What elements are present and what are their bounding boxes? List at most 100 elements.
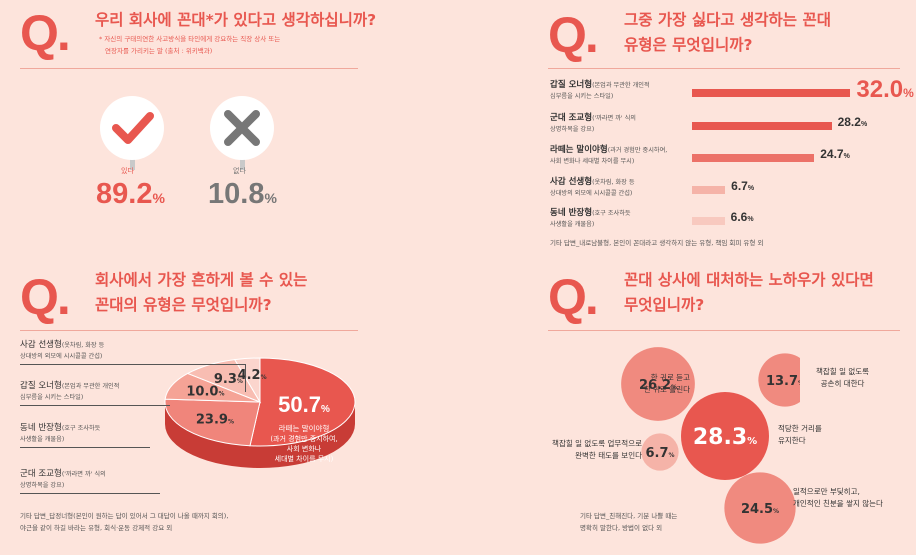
q2-row-sub2: 사회 변화나 세대별 차이를 무시) <box>550 158 635 165</box>
q2-value-label: 6.7% <box>731 180 754 192</box>
q4-bubble-label-line1: 책잡힐 일 없도록 업무적으로 <box>552 439 642 448</box>
q4-footnote-line2: 명확히 말한다, 방법이 없다 외 <box>580 524 663 532</box>
q2-row-sub1: (호구 조사하듯 <box>592 210 631 217</box>
q4-bubble-value: 26.2% <box>639 378 677 393</box>
q2-mark: Q. <box>548 7 599 63</box>
q3-connector-line <box>20 493 160 494</box>
q4-bubble-label-line1: 한 귀로 듣고 <box>650 373 690 382</box>
q2-bar <box>692 122 832 130</box>
q4-footnote-line1: 기타 답변_친해진다, 기분 나쁠 때는 <box>580 512 678 520</box>
q2-row-sub2: 사생활을 캐물음) <box>550 221 595 228</box>
q3-type-name: 사감 선생형 <box>20 340 62 350</box>
q3-slice-label: 4.2% <box>238 368 267 383</box>
q2-row-label: 라떼는 말이야형(과거 경험만 중시하여, 사회 변화나 세대별 차이를 무시) <box>550 145 667 167</box>
q2-value-number: 6.7 <box>731 179 748 193</box>
q1-no-value: 10.8% <box>208 178 277 211</box>
q2-row-sub1: (본업과 무관한 개인적 <box>592 82 650 89</box>
q3-type-sub2: 사생활을 캐물음) <box>20 436 65 443</box>
q3-pie-slice <box>233 357 261 404</box>
q3-divider <box>20 330 358 331</box>
q2-value-unit: % <box>903 86 914 100</box>
q4-bubble-label: 일적으로만 부딪히고, 개인적인 친분을 쌓지 않는다 <box>793 486 883 510</box>
q3-main-desc2: 사회 변화나 <box>286 445 322 453</box>
q2-bar <box>692 154 815 162</box>
q2-value-label: 28.2% <box>838 116 868 128</box>
q2-title-line1: 그중 가장 싫다고 생각하는 꼰대 <box>624 11 831 29</box>
q2-row-name: 동네 반장형 <box>550 208 593 218</box>
q2-row-name: 군대 조교형 <box>550 113 593 123</box>
q3-type-sub1: (본업과 무관한 개인적 <box>61 383 120 390</box>
q4-bubble-label-line2: 유지한다 <box>778 436 806 445</box>
q1-no-label: 없다 <box>233 167 246 175</box>
q3-type-label: 군대 조교형('까라면 까' 식의 상명하복을 강요) <box>20 469 106 491</box>
q4-bubble-chart: 28.3% 26.2% 24.5% 13.7% 6.7% <box>621 347 800 544</box>
q4-bubble-label-line2: 완벽한 태도를 보인다 <box>575 451 642 460</box>
q2-value-label: 24.7% <box>820 148 850 160</box>
q3-type-name: 갑질 오너형 <box>20 381 62 391</box>
q1-icons <box>100 96 274 170</box>
q2-value-number: 6.6 <box>730 210 748 224</box>
q3-type-name: 군대 조교형 <box>20 469 62 479</box>
q1-divider <box>20 68 358 69</box>
q4-title-line1: 꼰대 상사에 대처하는 노하우가 있다면 <box>624 271 874 289</box>
q4-mark: Q. <box>548 269 599 325</box>
q2-row-sub2: 상대방의 외모에 시시콜콜 간섭) <box>550 190 633 197</box>
q1-yes-number: 89.2 <box>96 178 153 210</box>
q1-no-unit: % <box>264 190 277 206</box>
q3-main-unit: % <box>320 404 330 415</box>
q4-bubble <box>621 347 695 421</box>
q3-title-line1: 회사에서 가장 흔하게 볼 수 있는 <box>95 271 308 289</box>
q3-type-label: 사감 선생형(옷차림, 화장 등 상대방의 외모에 시시콜콜 간섭) <box>20 340 104 362</box>
q1-no-number: 10.8 <box>208 178 265 210</box>
q4-bubble <box>681 392 769 480</box>
q2-value-number: 32.0 <box>856 76 904 103</box>
q3-pie-side <box>165 402 355 468</box>
q3-slice-label: 9.3% <box>214 372 243 387</box>
q1-note-line2: 연장자를 가리키는 말 (출처 : 위키백과) <box>105 47 213 55</box>
q2-value-unit: % <box>860 121 868 128</box>
q2-value-label: 6.6% <box>731 211 754 223</box>
q3-slice-label: 23.9% <box>196 413 234 428</box>
q2-row-name: 갑질 오너형 <box>550 80 593 90</box>
q2-bar <box>692 186 726 194</box>
q4-bubble-value: 6.7% <box>645 446 674 461</box>
q2-value-unit: % <box>747 216 754 223</box>
q4-bubble-label-line1: 일적으로만 부딪히고, <box>793 487 860 496</box>
q2-row-sub1: ('까라면 까' 식의 <box>592 115 636 122</box>
q4-bubble <box>641 433 679 471</box>
q4-bubble-value: 28.3% <box>693 425 757 450</box>
q3-slice-label: 10.0% <box>186 385 224 400</box>
q3-mark: Q. <box>20 269 71 325</box>
q3-main-desc3: 세대별 차이를 무시) <box>274 455 334 463</box>
check-icon <box>100 96 164 170</box>
q2-row-sub1: (옷차림, 화장 등 <box>592 179 635 186</box>
q3-type-label: 동네 반장형(호구 조사하듯 사생활을 캐물음) <box>20 423 100 445</box>
q2-row-sub2: 심부름을 시키는 스타일) <box>550 93 614 100</box>
q2-value-number: 24.7 <box>820 147 844 161</box>
q3-type-name: 동네 반장형 <box>20 423 62 433</box>
q4-bubble-label: 책잡힐 일 없도록 공손히 대한다 <box>816 366 869 390</box>
q1-mark: Q. <box>20 5 71 61</box>
q2-row-name: 사감 선생형 <box>550 177 593 187</box>
q4-bubble-label-line2: 개인적인 친분을 쌓지 않는다 <box>793 499 883 508</box>
q3-type-label: 갑질 오너형(본업과 무관한 개인적 심부름을 시키는 스타일) <box>20 381 119 403</box>
q4-divider <box>548 330 900 331</box>
q3-type-sub2: 상명하복을 강요) <box>20 482 65 489</box>
q2-row-name: 라떼는 말이야형 <box>550 145 608 155</box>
q4-bubble <box>724 472 796 544</box>
q3-main-name: 라떼는 말이야형 <box>278 424 330 433</box>
q3-connector-line <box>20 405 170 406</box>
q4-title-line2: 무엇입니까? <box>624 296 705 314</box>
q2-row-sub1: (과거 경험만 중시하여, <box>607 147 668 154</box>
q2-row-sub2: 상명하복을 강요) <box>550 126 595 133</box>
q4-bubble-label-line1: 적당한 거리를 <box>778 424 822 433</box>
q2-title-line2: 유형은 무엇입니까? <box>624 36 753 54</box>
q1-yes-unit: % <box>152 190 165 206</box>
q3-connector-line <box>20 447 150 448</box>
q3-main-value: 50.7% <box>258 392 350 423</box>
q3-type-sub1: (옷차림, 화장 등 <box>61 342 105 349</box>
